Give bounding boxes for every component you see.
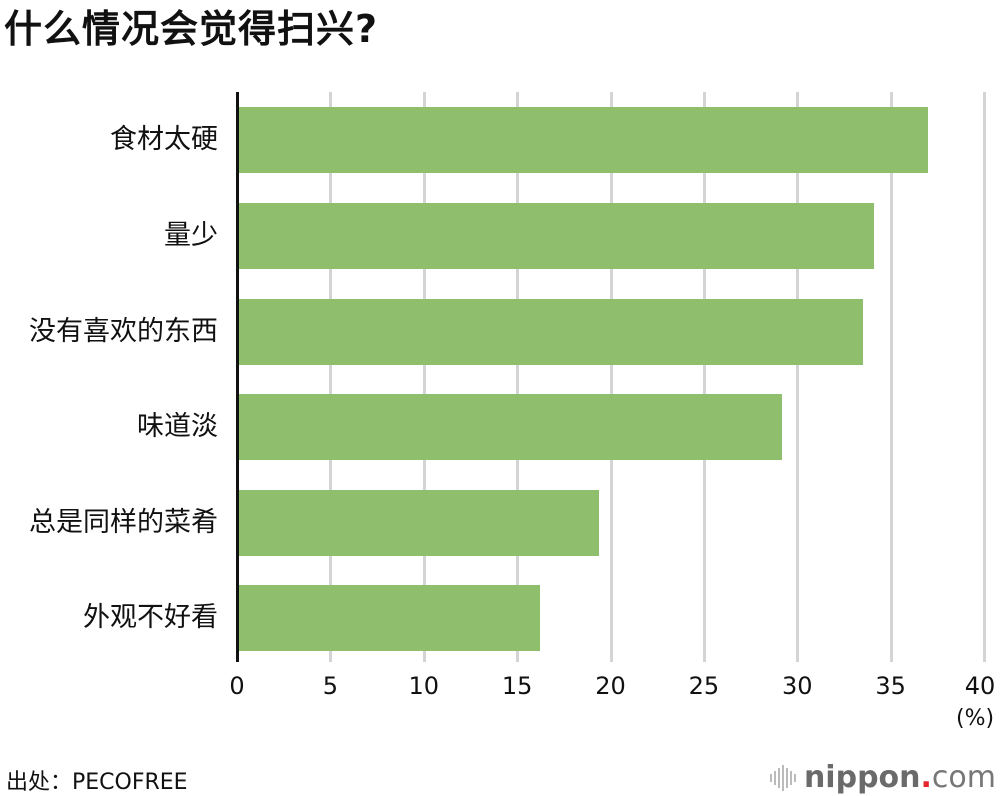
gridline-40 [983,92,986,662]
x-tick-label: 40 [964,672,996,700]
brand-name: nippon [803,760,921,795]
bar-4 [239,490,600,556]
brand-dot: . [920,760,932,795]
x-tick-label: 25 [688,672,720,700]
category-label: 总是同样的菜肴 [29,507,218,538]
bar-5 [239,585,540,651]
plot-area [236,92,986,662]
category-label: 味道淡 [137,411,218,442]
gridline-25 [702,92,706,662]
category-label: 外观不好看 [83,602,218,633]
category-label: 食材太硬 [110,124,218,155]
bar-1 [239,203,874,269]
x-tick-label: 15 [501,672,533,700]
gridline-20 [609,92,613,662]
brand-suffix: com [931,760,996,795]
gridline-5 [329,92,333,662]
category-label: 没有喜欢的东西 [29,316,218,347]
x-axis-unit: (%) [956,706,995,731]
gridline-30 [796,92,800,662]
x-tick-label: 30 [782,672,813,700]
x-tick-label: 5 [322,672,339,700]
gridline-35 [889,92,893,662]
x-tick-label: 20 [595,672,626,700]
x-tick-label: 0 [229,672,245,700]
chart-title: 什么情况会觉得扫兴? [4,7,379,51]
x-tick-label: 10 [408,672,440,700]
category-label: 量少 [164,220,218,251]
brand-logo: nippon. com [769,760,996,795]
bar-2 [239,299,863,365]
x-tick-label: 35 [875,672,906,700]
y-axis-line [236,92,239,662]
soundwave-icon [769,764,796,791]
gridline-10 [422,92,426,662]
bar-3 [239,394,783,460]
source-note: 出处：PECOFREE [6,770,188,795]
gridline-15 [516,92,520,662]
bar-0 [239,107,928,173]
